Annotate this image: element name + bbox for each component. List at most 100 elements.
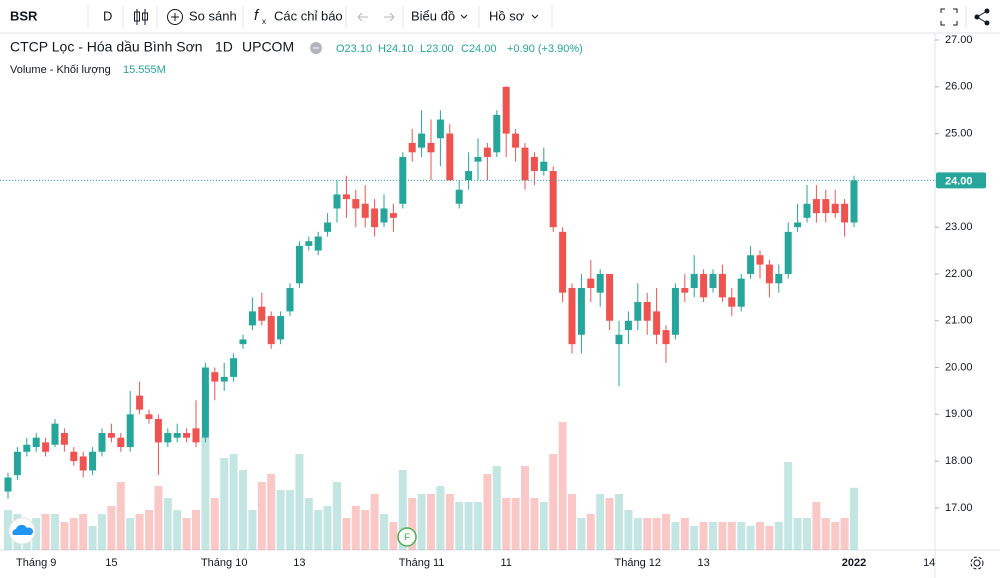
volume-bar	[756, 522, 764, 550]
candle-body	[765, 264, 773, 284]
volume-bar	[79, 514, 88, 550]
volume-bar	[652, 518, 661, 550]
volume-bar	[286, 490, 294, 550]
profile-menu[interactable]: Hồ sơ	[489, 8, 525, 23]
volume-bar	[126, 518, 135, 550]
volume-bar	[295, 454, 304, 550]
candle-body	[643, 302, 651, 321]
chevron	[460, 14, 468, 19]
candle-body	[89, 451, 97, 471]
volume-bar	[605, 498, 614, 550]
candle-body	[483, 147, 491, 157]
candle-body	[850, 180, 858, 223]
candle-body	[728, 297, 736, 307]
candle-body	[51, 423, 59, 445]
legend: CTCP Lọc - Hóa dầu Bình Sơn 1D UPCOM O23…	[10, 39, 583, 76]
x-tick-label: 15	[105, 557, 117, 569]
candle-body	[371, 208, 379, 228]
candle-body	[512, 133, 520, 148]
volume-bar	[370, 494, 379, 550]
logo-cloud	[12, 524, 34, 535]
volume-legend: Volume - Khối lượng	[10, 64, 111, 76]
candle-body	[474, 156, 482, 162]
candle-body	[709, 273, 717, 288]
candle-body	[427, 142, 435, 153]
x-tick-label: Tháng 12	[615, 557, 661, 569]
volume-bar	[793, 518, 802, 550]
legend-title: CTCP Lọc - Hóa dầu Bình Sơn	[10, 39, 203, 55]
event-marker[interactable]	[397, 527, 417, 547]
volume-bar	[549, 454, 558, 550]
candle-body	[615, 334, 623, 345]
y-tick-label: 25.00	[945, 127, 973, 139]
y-tick-label: 20.00	[945, 361, 973, 373]
volume-bar	[314, 510, 323, 550]
x-tick-label: Tháng 9	[16, 557, 56, 569]
candle-body	[380, 208, 388, 223]
last-price-box	[936, 172, 986, 189]
volume-bar	[445, 494, 454, 550]
indicators-icon[interactable]: f	[254, 7, 260, 24]
candle-body	[201, 367, 209, 438]
undo-redo[interactable]	[357, 12, 395, 22]
candle-body	[662, 330, 670, 345]
y-tick-label: 26.00	[945, 81, 973, 93]
candle-body	[465, 171, 473, 181]
volume-bar	[361, 510, 370, 550]
candle-body	[173, 433, 181, 438]
x-tick-label: Tháng 11	[399, 557, 445, 569]
candle-body	[248, 311, 256, 326]
symbol[interactable]: BSR	[10, 8, 38, 23]
legend-close: C24.00	[461, 43, 496, 55]
compare-icon[interactable]	[167, 9, 183, 25]
volume-bar	[718, 522, 727, 550]
candle-body	[408, 142, 416, 153]
volume-bar	[98, 514, 106, 550]
candle-body	[23, 444, 31, 452]
candle-body	[230, 358, 238, 377]
candle-body	[559, 231, 567, 293]
volume-bar	[671, 522, 680, 550]
volume-bar	[539, 502, 548, 550]
settings-icon[interactable]	[970, 556, 984, 570]
y-tick-label: 17.00	[945, 502, 973, 514]
candle-body	[737, 278, 745, 307]
volume-last: 15.555M	[123, 64, 166, 76]
indicators-button[interactable]: Các chỉ báo	[274, 8, 343, 23]
candle-type-icon[interactable]	[134, 9, 148, 25]
volume-bar	[662, 514, 670, 550]
candle-body	[211, 372, 219, 382]
volume-bar	[774, 522, 783, 550]
share-icon[interactable]	[974, 8, 990, 26]
volume-bar	[276, 490, 285, 550]
candle-body	[145, 414, 153, 419]
interval-button[interactable]: D	[103, 8, 112, 23]
legend-low: L23.00	[420, 43, 454, 55]
candle-body	[634, 302, 642, 321]
legend-open: O23.10	[336, 43, 372, 55]
volume-bar	[351, 506, 360, 550]
compare-button[interactable]: So sánh	[189, 8, 237, 23]
volume-bar	[32, 518, 41, 550]
candle-body	[136, 395, 144, 410]
volume-bar	[568, 494, 576, 550]
volume-bar	[464, 502, 473, 550]
volume-bar	[192, 510, 200, 550]
volume-bar	[342, 518, 351, 550]
volume-bar	[323, 506, 332, 550]
fullscreen-icon[interactable]	[940, 8, 958, 26]
volume-bar	[267, 474, 276, 550]
indicators-icon-x: x	[262, 17, 266, 26]
volume-bar	[107, 506, 116, 550]
candle-body	[258, 306, 266, 321]
candle-body	[775, 273, 783, 284]
chart-menu[interactable]: Biểu đồ	[411, 8, 455, 23]
volume-bar	[615, 494, 623, 550]
candle-body	[32, 437, 40, 448]
candle-body	[79, 456, 87, 471]
volume-bar	[709, 522, 717, 550]
volume-bar	[492, 466, 501, 550]
